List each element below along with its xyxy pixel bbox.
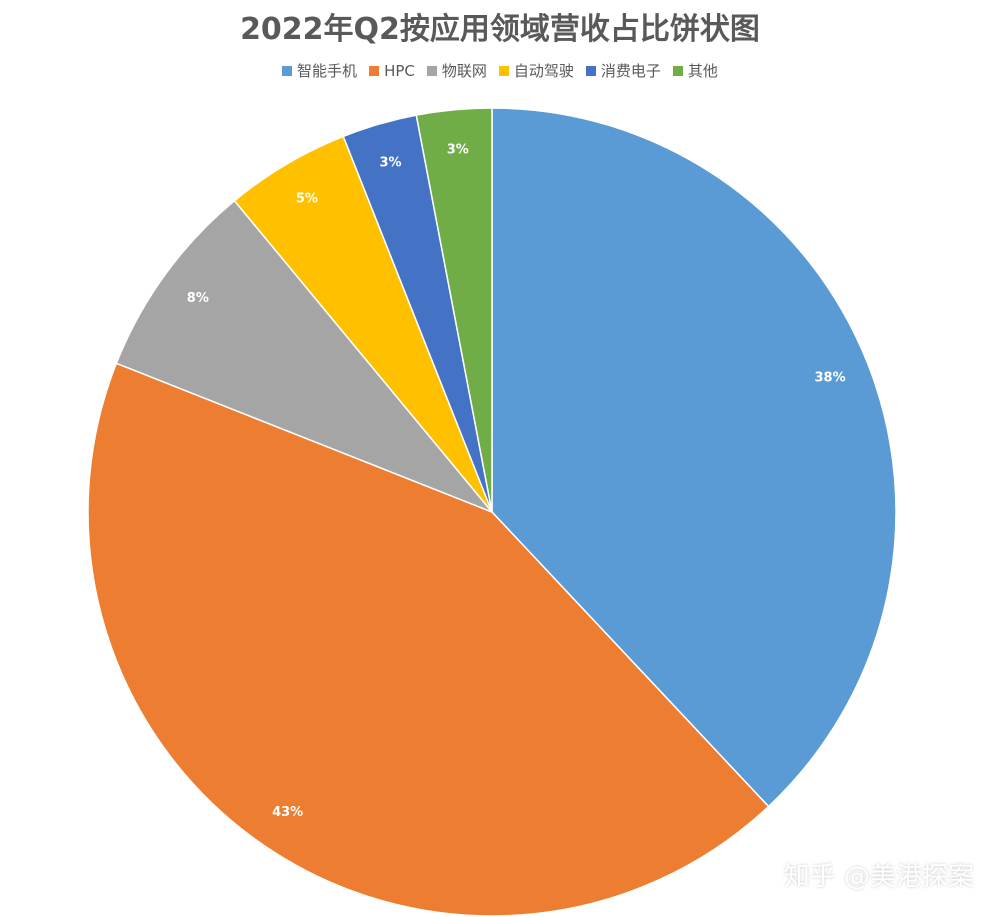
pie-slice-1 xyxy=(87,362,770,917)
legend-swatch xyxy=(585,65,596,76)
legend-swatch xyxy=(672,65,683,76)
legend-entry: 智能手机 xyxy=(282,60,357,81)
legend-label: 物联网 xyxy=(441,62,487,80)
slice-value-label-2: 8% xyxy=(187,291,209,306)
pie-slice-2 xyxy=(115,199,493,513)
legend-label: HPC xyxy=(384,61,415,80)
chart-legend: 智能手机 HPC 物联网 自动驾驶 消费电子 其他 xyxy=(0,60,1000,81)
slice-value-label-4: 3% xyxy=(380,155,402,170)
legend-swatch xyxy=(498,65,509,76)
legend-swatch xyxy=(369,65,380,76)
chart-title: 2022年Q2按应用领域营收占比饼状图 xyxy=(240,12,760,47)
legend-label: 自动驾驶 xyxy=(513,62,574,80)
legend-swatch xyxy=(426,65,437,76)
watermark: 知乎 @美港探案 xyxy=(783,862,974,892)
slice-value-label-3: 5% xyxy=(296,192,318,207)
pie-slices xyxy=(87,107,897,917)
legend-entry: 其他 xyxy=(672,60,718,81)
pie-slice-0 xyxy=(491,107,897,808)
legend-label: 智能手机 xyxy=(297,62,358,80)
slice-value-label-5: 3% xyxy=(447,143,469,158)
legend-entry: 自动驾驶 xyxy=(498,60,574,81)
legend-entry: HPC xyxy=(369,62,415,80)
legend-entry: 消费电子 xyxy=(585,60,661,81)
legend-label: 消费电子 xyxy=(600,62,661,80)
slice-value-label-1: 43% xyxy=(272,805,303,820)
legend-label: 其他 xyxy=(687,62,718,80)
legend-swatch xyxy=(282,65,293,76)
pie-slice-5 xyxy=(415,107,493,513)
slice-value-label-0: 38% xyxy=(815,371,846,386)
pie-labels: 38% 43% 8% 5% 3% 3% xyxy=(187,143,846,821)
legend-entry: 物联网 xyxy=(426,60,487,81)
